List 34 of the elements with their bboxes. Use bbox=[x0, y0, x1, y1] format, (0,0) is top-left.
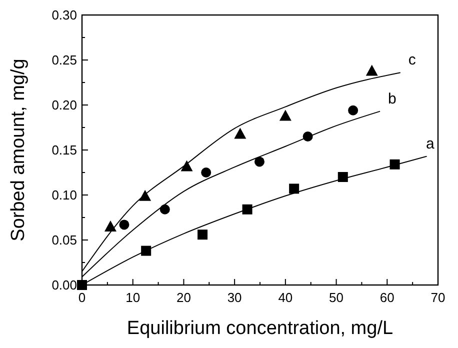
y-tick-label: 0.30 bbox=[52, 8, 77, 22]
y-tick-label: 0.00 bbox=[52, 278, 77, 292]
x-tick-label: 0 bbox=[78, 290, 86, 305]
y-tick-label: 0.15 bbox=[52, 142, 77, 158]
point bbox=[390, 159, 400, 170]
point bbox=[254, 156, 264, 167]
point bbox=[234, 128, 246, 139]
point bbox=[366, 64, 378, 76]
point bbox=[104, 220, 116, 232]
x-axis-title: Equilibrium concentration, mg/L bbox=[126, 318, 394, 339]
x-tick-label: 30 bbox=[227, 290, 242, 305]
series-label: a bbox=[426, 135, 435, 152]
point bbox=[77, 280, 87, 290]
point bbox=[119, 220, 130, 230]
x-tick-label: 60 bbox=[380, 290, 394, 305]
y-tick-label: 0.05 bbox=[52, 232, 77, 248]
x-tick-label: 40 bbox=[278, 290, 293, 305]
point bbox=[198, 230, 208, 240]
x-tick-label: 10 bbox=[126, 290, 140, 305]
point bbox=[201, 168, 212, 178]
point bbox=[279, 110, 292, 121]
y-axis-title: Sorbed amount, mg/g bbox=[8, 58, 29, 242]
series-label: b bbox=[388, 90, 396, 108]
point bbox=[338, 172, 348, 182]
point bbox=[160, 204, 170, 214]
series-label: c bbox=[408, 52, 416, 69]
point bbox=[289, 184, 300, 194]
y-tick-label: 0.10 bbox=[52, 188, 77, 202]
y-tick-label: 0.20 bbox=[52, 98, 77, 112]
x-tick-label: 20 bbox=[176, 290, 191, 305]
point bbox=[348, 105, 358, 116]
x-tick-label: 70 bbox=[430, 290, 446, 305]
x-tick-label: 50 bbox=[329, 290, 344, 305]
y-tick-label: 0.25 bbox=[52, 52, 77, 68]
